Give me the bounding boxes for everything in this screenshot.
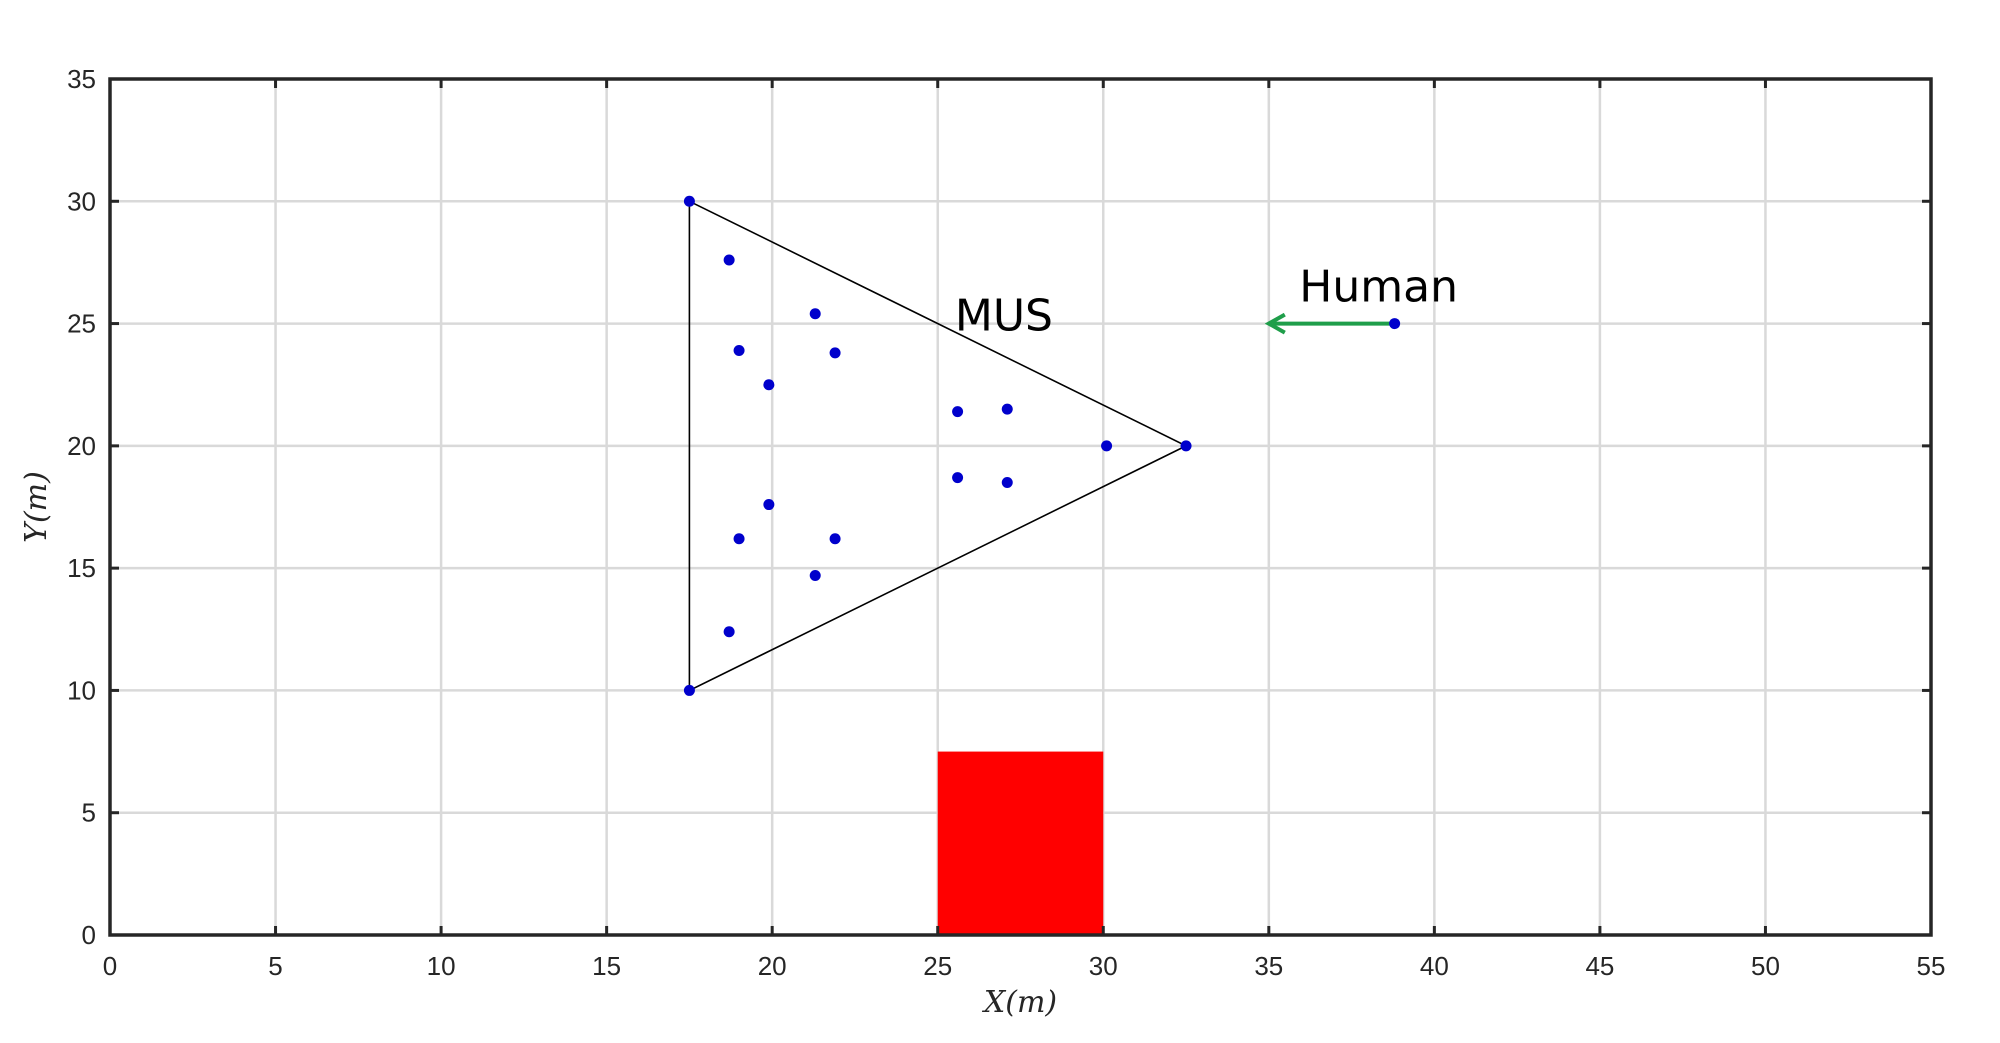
x-tick-label: 15 — [592, 951, 621, 981]
robot-point — [1001, 477, 1013, 489]
x-tick-label: 25 — [923, 951, 952, 981]
y-tick-label: 15 — [67, 553, 96, 583]
x-tick-label: 10 — [427, 951, 456, 981]
triangle-layer — [688, 200, 1188, 692]
y-tick-label: 0 — [82, 920, 96, 950]
robot-point — [809, 308, 821, 320]
y-axis-label: Y(m) — [19, 471, 54, 543]
y-tick-label: 10 — [67, 675, 96, 705]
robot-point — [723, 626, 735, 638]
x-tick-label: 50 — [1751, 951, 1780, 981]
formation-triangle — [688, 200, 1188, 692]
robot-point — [809, 569, 821, 581]
robot-point — [733, 344, 745, 356]
axes-layer — [108, 77, 1933, 937]
robot-point — [952, 472, 964, 484]
robot-point — [829, 347, 841, 359]
robot-point — [1001, 403, 1013, 415]
x-tick-label: 40 — [1420, 951, 1449, 981]
robot-point — [683, 684, 695, 696]
arrow-layer — [1264, 312, 1395, 335]
mus-label: MUS — [955, 290, 1053, 341]
y-tick-label: 25 — [67, 309, 96, 339]
x-tick-label: 30 — [1089, 951, 1118, 981]
human-label: Human — [1299, 262, 1458, 313]
x-tick-label: 20 — [758, 951, 787, 981]
y-tick-label: 35 — [67, 64, 96, 94]
robot-point — [952, 406, 964, 418]
x-tick-label: 5 — [268, 951, 282, 981]
human-point — [1389, 318, 1401, 330]
x-tick-label: 55 — [1917, 951, 1946, 981]
human-arrow-head — [1264, 312, 1286, 335]
robot-point — [1180, 440, 1192, 452]
obstacle-layer — [937, 751, 1104, 935]
x-axis-label: X(m) — [982, 985, 1057, 1020]
x-tick-label: 35 — [1254, 951, 1283, 981]
point-layer — [683, 195, 1401, 696]
x-tick-label: 0 — [103, 951, 117, 981]
robot-point — [829, 533, 841, 545]
robot-point — [683, 195, 695, 207]
robot-point — [1101, 440, 1113, 452]
y-tick-label: 5 — [82, 798, 96, 828]
robot-point — [763, 499, 775, 511]
robot-point — [763, 379, 775, 391]
axes-box — [108, 77, 1933, 937]
y-tick-label: 20 — [67, 431, 96, 461]
y-tick-label: 30 — [67, 186, 96, 216]
x-tick-label: 45 — [1585, 951, 1614, 981]
obstacle-rect — [937, 751, 1104, 935]
robot-point — [733, 533, 745, 545]
tick-labels: 0 5 10 15 20 25 30 35 40 45 50 55 0 5 10 15 20 25 30 35 — [67, 64, 1945, 981]
robot-point — [723, 254, 735, 266]
